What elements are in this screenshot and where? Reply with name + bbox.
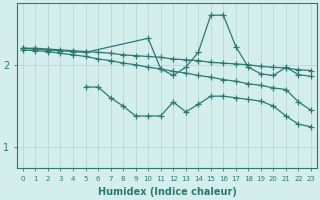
X-axis label: Humidex (Indice chaleur): Humidex (Indice chaleur) [98, 187, 236, 197]
